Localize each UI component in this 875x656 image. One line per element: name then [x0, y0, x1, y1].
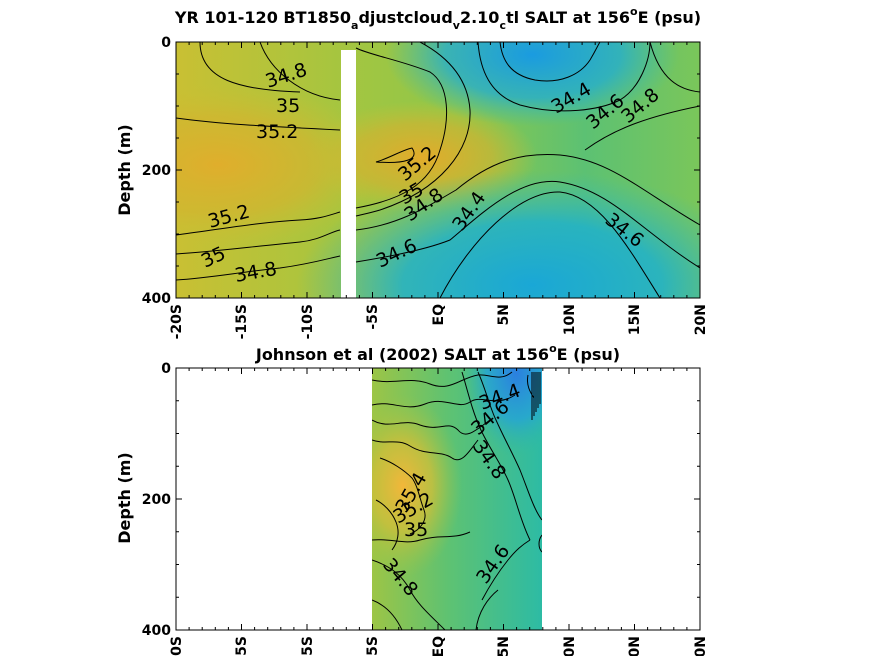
contour-line — [372, 599, 403, 630]
title-part: 2.10 — [460, 8, 499, 27]
x-tick-label: 0S — [169, 636, 185, 656]
contour-line — [439, 191, 661, 298]
title-part: v — [453, 19, 461, 32]
bottom-color-field — [372, 368, 542, 630]
bottom-minor-ticks — [175, 367, 701, 631]
x-tick-label: 10N — [627, 636, 643, 656]
missing-data-gap — [341, 50, 356, 298]
title-part: o — [549, 342, 557, 355]
x-tick-label: 5S — [365, 636, 381, 656]
contour-line — [649, 42, 700, 93]
x-tick-label: 20N — [693, 304, 709, 335]
title-part: c — [499, 19, 506, 32]
y-tick-label: 0 — [161, 35, 171, 51]
bottom-title: Johnson et al (2002) SALT at 156oE (psu) — [255, 342, 620, 364]
contour-line — [355, 154, 700, 231]
contour-line — [538, 534, 542, 553]
contour-line — [372, 531, 471, 543]
x-tick-label: -10S — [300, 304, 316, 339]
top-color-field — [176, 42, 700, 298]
contour-line — [477, 42, 651, 112]
y-tick-label: 0 — [161, 361, 171, 377]
contour-line — [372, 559, 446, 630]
contour-label: 35.2 — [256, 121, 298, 143]
contour-line — [481, 539, 531, 601]
contour-line — [176, 117, 341, 131]
contour-line — [355, 180, 700, 269]
top-y-ticks: 0 200 400 — [142, 35, 171, 307]
title-part: o — [630, 5, 638, 18]
x-tick-label: 5N — [496, 636, 512, 656]
top-contour-lines — [176, 42, 700, 298]
contour-line — [372, 439, 479, 461]
contour-line — [531, 372, 541, 420]
bottom-x-ticks: 0S 5S 5S 5S EQ 5N 10N 10N 20N — [169, 636, 709, 656]
contour-line — [379, 457, 426, 535]
contour-line — [372, 371, 513, 387]
contour-line — [355, 42, 471, 217]
contour-line — [259, 42, 341, 101]
x-tick-label: 5S — [300, 636, 316, 656]
top-x-ticks: -20S -15S -10S -5S EQ 5N 10N 15N 20N — [169, 304, 709, 339]
contour-line — [584, 105, 700, 151]
y-tick-label: 200 — [142, 492, 171, 508]
contour-line — [199, 42, 301, 93]
x-tick-label: -15S — [234, 304, 250, 339]
contour-label: 35 — [404, 519, 428, 541]
x-tick-label: 15N — [627, 304, 643, 335]
y-tick-label: 200 — [142, 163, 171, 179]
top-panel: YR 101-120 BT1850adjustcloudv2.10ctl SAL… — [115, 5, 709, 339]
bottom-panel: Johnson et al (2002) SALT at 156oE (psu) — [115, 342, 709, 656]
bottom-contour-lines — [372, 371, 542, 630]
x-tick-label: 20N — [693, 636, 709, 656]
x-tick-label: -20S — [169, 304, 185, 339]
x-tick-label: -5S — [365, 304, 381, 330]
y-tick-label: 400 — [142, 623, 171, 639]
title-part: E (psu) — [638, 8, 702, 27]
x-tick-label: 10N — [562, 304, 578, 335]
top-y-axis-label: Depth (m) — [115, 124, 134, 216]
contour-line — [477, 371, 542, 521]
contour-line — [355, 47, 448, 209]
top-title: YR 101-120 BT1850adjustcloudv2.10ctl SAL… — [174, 5, 701, 32]
y-tick-label: 400 — [142, 291, 171, 307]
contour-line — [375, 147, 415, 163]
contour-line — [499, 42, 601, 82]
contour-line — [375, 499, 399, 551]
contour-line — [475, 589, 499, 630]
contour-line — [176, 255, 341, 281]
contour-line — [372, 419, 491, 435]
x-tick-label: 10N — [562, 636, 578, 656]
title-part: YR 101-120 BT1850 — [174, 8, 351, 27]
title-part: E (psu) — [557, 345, 621, 364]
x-tick-label: EQ — [431, 636, 447, 656]
contour-line — [176, 229, 341, 255]
bottom-y-axis-label: Depth (m) — [115, 452, 134, 544]
x-tick-label: 5S — [234, 636, 250, 656]
contour-line — [176, 211, 341, 236]
contour-line — [461, 371, 531, 541]
top-minor-ticks — [175, 41, 701, 299]
title-part: djustcloud — [358, 8, 452, 27]
contour-line — [527, 374, 535, 399]
title-part: a — [351, 19, 358, 32]
bottom-y-ticks: 0 200 400 — [142, 361, 171, 639]
title-part: Johnson et al (2002) SALT at 156 — [255, 345, 549, 364]
contour-line — [372, 394, 516, 408]
contour-label: 35 — [276, 95, 300, 117]
x-tick-label: EQ — [431, 304, 447, 326]
title-part: tl SALT at 156 — [506, 8, 630, 27]
x-tick-label: 5N — [496, 304, 512, 325]
